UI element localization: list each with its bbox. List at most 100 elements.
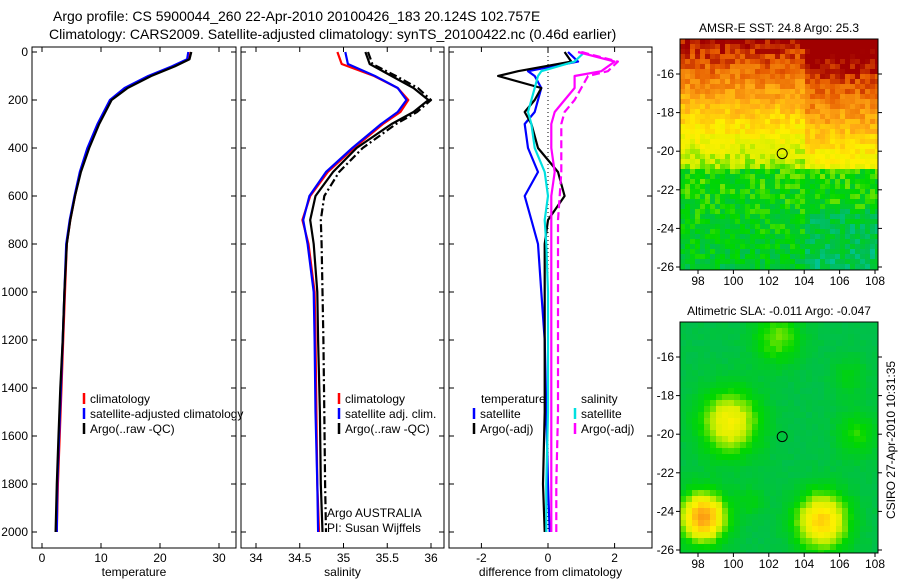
map-cell	[710, 526, 716, 532]
map-cell	[780, 234, 785, 239]
map-cell	[870, 219, 875, 224]
map-cell	[875, 219, 878, 224]
map-cell	[728, 550, 734, 553]
map-cell	[854, 382, 860, 388]
map-cell	[722, 346, 728, 352]
map-cell	[716, 364, 722, 370]
map-cell	[795, 109, 800, 114]
map-cell	[835, 109, 840, 114]
map-cell	[698, 400, 704, 406]
map-cell	[860, 394, 866, 400]
map-cell	[788, 412, 794, 418]
map-cell	[860, 124, 865, 129]
map-cell	[836, 370, 842, 376]
map-cell	[758, 352, 764, 358]
map-cell	[752, 400, 758, 406]
map-cell	[758, 550, 764, 553]
map-cell	[686, 496, 692, 502]
map-cell	[746, 364, 752, 370]
map-cell	[870, 224, 875, 229]
map-cell	[785, 74, 790, 79]
map-cell	[745, 244, 750, 249]
map-cell	[725, 139, 730, 144]
map-cell	[830, 209, 835, 214]
map-cell	[710, 436, 716, 442]
map-cell	[830, 99, 835, 104]
map-cell	[745, 154, 750, 159]
map-cell	[745, 254, 750, 259]
map-cell	[840, 114, 845, 119]
map-cell	[870, 189, 875, 194]
map-cell	[830, 164, 835, 169]
map-cell	[824, 532, 830, 538]
map-cell	[760, 179, 765, 184]
map-cell	[695, 204, 700, 209]
map-cell	[752, 388, 758, 394]
map-cell	[854, 526, 860, 532]
map-cell	[716, 508, 722, 514]
map-cell	[758, 388, 764, 394]
map-cell	[704, 532, 710, 538]
map-cell	[705, 119, 710, 124]
map-cell	[830, 174, 835, 179]
map-cell	[872, 370, 878, 376]
map-cell	[680, 144, 685, 149]
map-cell	[845, 239, 850, 244]
map-cell	[872, 460, 878, 466]
map-cell	[805, 174, 810, 179]
map-cell	[872, 358, 878, 364]
map-cell	[830, 104, 835, 109]
map-cell	[776, 382, 782, 388]
map-cell	[710, 139, 715, 144]
map-cell	[710, 239, 715, 244]
map-cell	[765, 159, 770, 164]
map-cell	[690, 159, 695, 164]
map-cell	[850, 244, 855, 249]
map-cell	[806, 472, 812, 478]
map-cell	[855, 74, 860, 79]
map-cell	[840, 264, 845, 269]
map-cell	[848, 484, 854, 490]
map-cell	[770, 364, 776, 370]
map-cell	[865, 214, 870, 219]
map-cell	[865, 189, 870, 194]
map-cell	[700, 109, 705, 114]
map-cell	[850, 84, 855, 89]
map-cell	[750, 249, 755, 254]
map-cell	[700, 164, 705, 169]
map-cell	[840, 139, 845, 144]
x-tick-label: 20	[153, 551, 167, 565]
plot-area	[497, 50, 619, 533]
map-cell	[760, 229, 765, 234]
y-tick-label: 800	[8, 237, 28, 251]
map-cell	[755, 164, 760, 169]
map-cell	[705, 249, 710, 254]
map-cell	[866, 400, 872, 406]
map-cell	[824, 376, 830, 382]
map-cell	[730, 229, 735, 234]
map-cell	[870, 154, 875, 159]
map-cell	[800, 484, 806, 490]
map-cell	[770, 490, 776, 496]
map-cell	[730, 199, 735, 204]
map-cell	[745, 74, 750, 79]
map-cell	[764, 502, 770, 508]
map-cell	[788, 406, 794, 412]
map-cell	[806, 550, 812, 553]
map-cell	[752, 454, 758, 460]
map-cell	[700, 169, 705, 174]
map-cell	[780, 204, 785, 209]
map-cell	[848, 424, 854, 430]
map-cell	[848, 340, 854, 346]
map-cell	[830, 179, 835, 184]
map-cell	[836, 544, 842, 550]
footer-stamp: CSIRO 27-Apr-2010 10:31:35	[884, 361, 898, 519]
map-cell	[750, 49, 755, 54]
map-cell	[722, 352, 728, 358]
map-cell	[740, 484, 746, 490]
map-cell	[728, 520, 734, 526]
map-cell	[805, 109, 810, 114]
map-cell	[865, 139, 870, 144]
map-cell	[860, 159, 865, 164]
map-cell	[705, 89, 710, 94]
